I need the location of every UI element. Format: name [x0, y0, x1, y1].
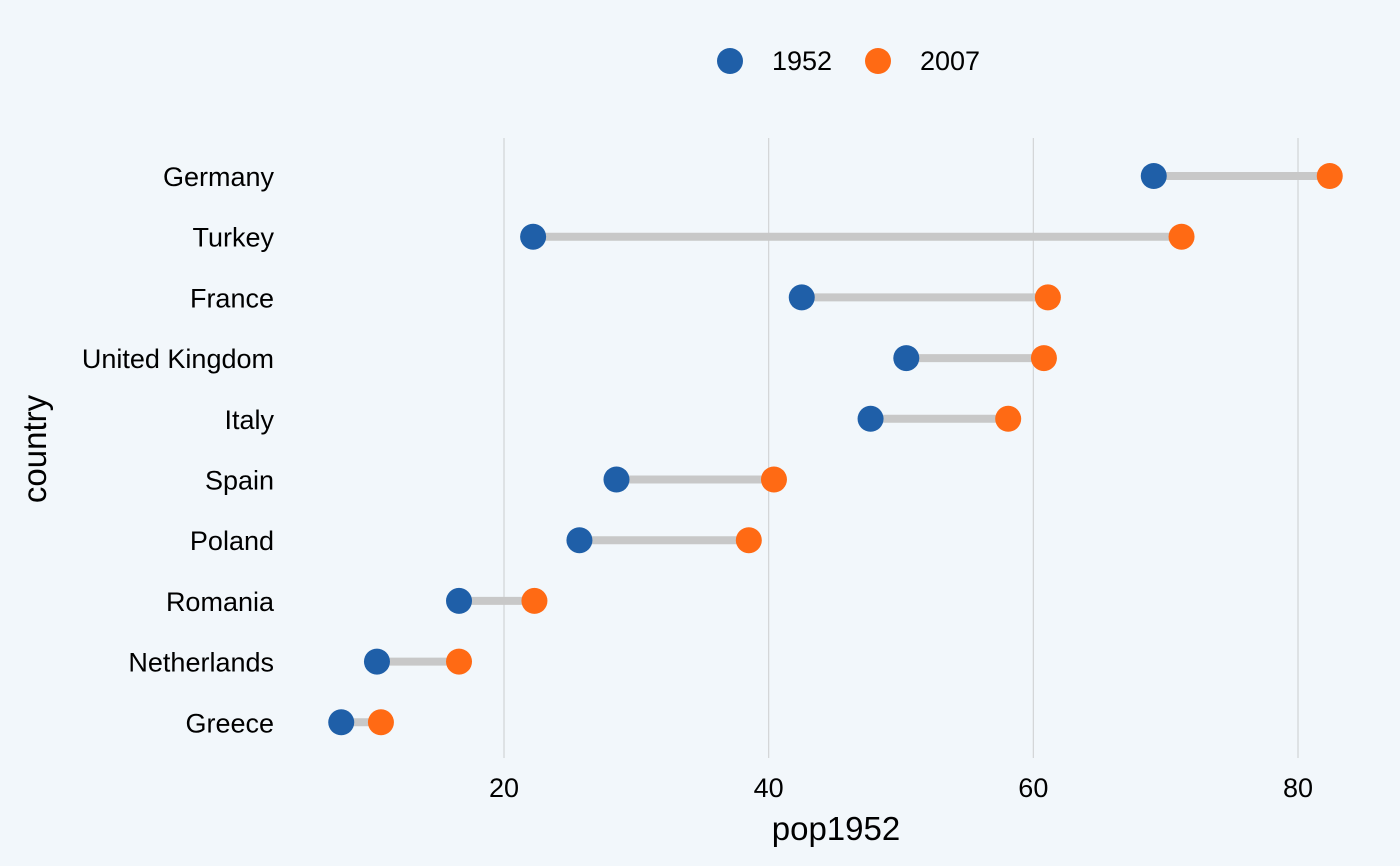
category-label-italy: Italy	[224, 405, 274, 435]
point-2007-turkey	[1168, 223, 1195, 250]
point-2007-romania	[521, 587, 548, 614]
data-points	[328, 163, 1343, 736]
x-tick-label-80: 80	[1283, 773, 1313, 803]
category-label-turkey: Turkey	[192, 223, 274, 253]
point-1952-netherlands	[363, 648, 390, 675]
point-2007-italy	[995, 405, 1022, 432]
legend-marker-2007	[865, 48, 891, 74]
legend: 1952 2007	[717, 46, 980, 76]
point-1952-turkey	[520, 223, 547, 250]
x-axis-title: pop1952	[772, 810, 900, 847]
x-tick-label-40: 40	[754, 773, 784, 803]
category-label-netherlands: Netherlands	[128, 648, 274, 678]
y-axis-title: country	[16, 394, 53, 503]
connector-segments	[341, 172, 1330, 727]
category-label-greece: Greece	[185, 708, 274, 738]
legend-marker-1952	[717, 48, 743, 74]
point-1952-france	[788, 284, 815, 311]
point-1952-spain	[603, 466, 630, 493]
grid-lines	[503, 138, 1299, 758]
category-label-poland: Poland	[190, 526, 274, 556]
point-1952-italy	[857, 405, 884, 432]
point-2007-greece	[367, 709, 394, 736]
x-tick-label-20: 20	[489, 773, 519, 803]
category-label-united-kingdom: United Kingdom	[82, 344, 274, 374]
x-tick-label-60: 60	[1018, 773, 1048, 803]
x-tick-labels: 20 40 60 80	[489, 773, 1313, 803]
point-2007-united-kingdom	[1030, 345, 1057, 372]
point-1952-greece	[328, 709, 355, 736]
category-label-germany: Germany	[163, 162, 275, 192]
point-1952-united-kingdom	[893, 345, 920, 372]
point-2007-poland	[735, 527, 762, 554]
point-1952-poland	[566, 527, 593, 554]
point-2007-netherlands	[446, 648, 473, 675]
category-labels: Germany Turkey France United Kingdom Italy Sp…	[82, 162, 275, 738]
category-label-france: France	[190, 283, 274, 313]
point-2007-france	[1034, 284, 1061, 311]
point-1952-romania	[446, 587, 473, 614]
point-2007-germany	[1316, 163, 1343, 189]
category-label-romania: Romania	[166, 587, 275, 617]
legend-label-2007: 2007	[920, 46, 980, 76]
point-1952-germany	[1140, 163, 1167, 189]
category-label-spain: Spain	[205, 466, 274, 496]
point-2007-spain	[760, 466, 787, 493]
legend-label-1952: 1952	[772, 46, 832, 76]
